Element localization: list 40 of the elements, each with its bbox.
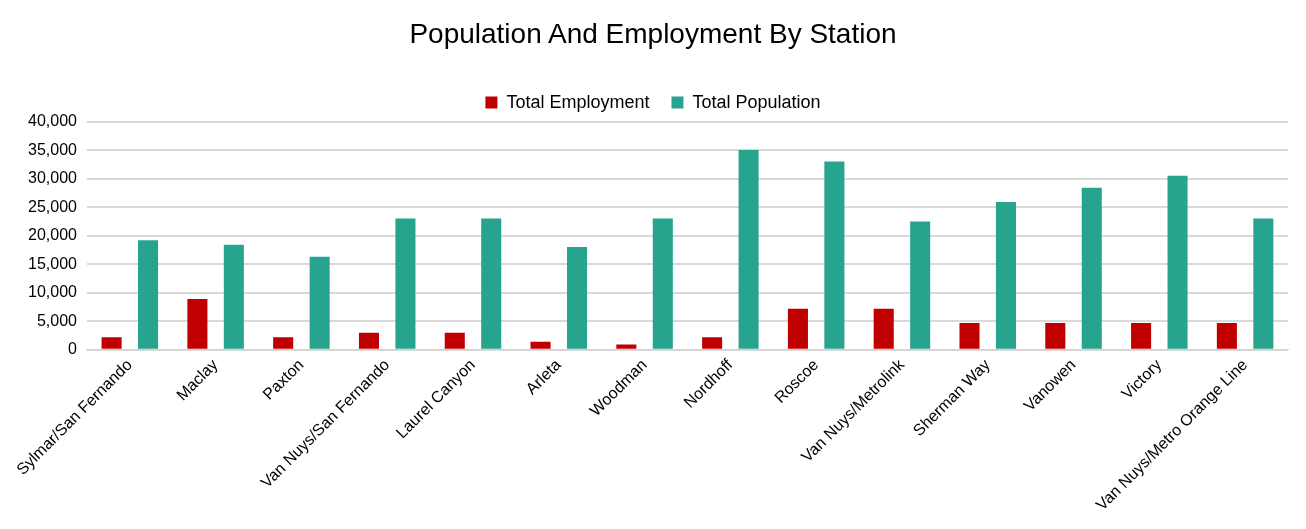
- bar: [223, 244, 244, 349]
- chart-title: Population And Employment By Station: [409, 17, 897, 49]
- bar: [1216, 322, 1237, 349]
- y-tick-label: 5,000: [36, 311, 78, 329]
- legend-label: Total Population: [692, 91, 821, 112]
- bar: [395, 218, 416, 349]
- bar: [138, 240, 159, 349]
- bar: [1131, 322, 1152, 349]
- bar: [273, 337, 294, 349]
- bar: [652, 218, 673, 349]
- bar: [873, 308, 894, 349]
- bar: [101, 337, 122, 349]
- bar: [995, 202, 1016, 349]
- bar: [616, 344, 637, 349]
- bar: [787, 308, 808, 349]
- y-tick-label: 15,000: [28, 254, 78, 272]
- bar: [824, 161, 845, 349]
- bar: [959, 322, 980, 349]
- y-tick-label: 20,000: [28, 226, 78, 244]
- bar: [566, 247, 588, 349]
- bar: [444, 332, 465, 349]
- y-tick-label: 25,000: [28, 197, 78, 215]
- bar: [530, 341, 551, 349]
- bar: [1045, 322, 1066, 349]
- bar: [702, 337, 723, 349]
- y-tick-label: 10,000: [28, 283, 78, 301]
- bar: [1253, 218, 1274, 349]
- bar: [187, 298, 208, 349]
- legend-label: Total Employment: [506, 91, 650, 112]
- y-tick-label: 40,000: [28, 112, 78, 130]
- y-tick-label: 35,000: [28, 140, 78, 158]
- y-tick-label: 30,000: [28, 169, 78, 187]
- y-tick-label: 0: [68, 340, 78, 358]
- bar: [910, 221, 931, 349]
- bar: [309, 256, 330, 349]
- bar: [1081, 187, 1102, 349]
- bar: [1167, 175, 1188, 349]
- bar: [481, 218, 502, 349]
- bar: [358, 332, 379, 349]
- bar: [738, 150, 759, 349]
